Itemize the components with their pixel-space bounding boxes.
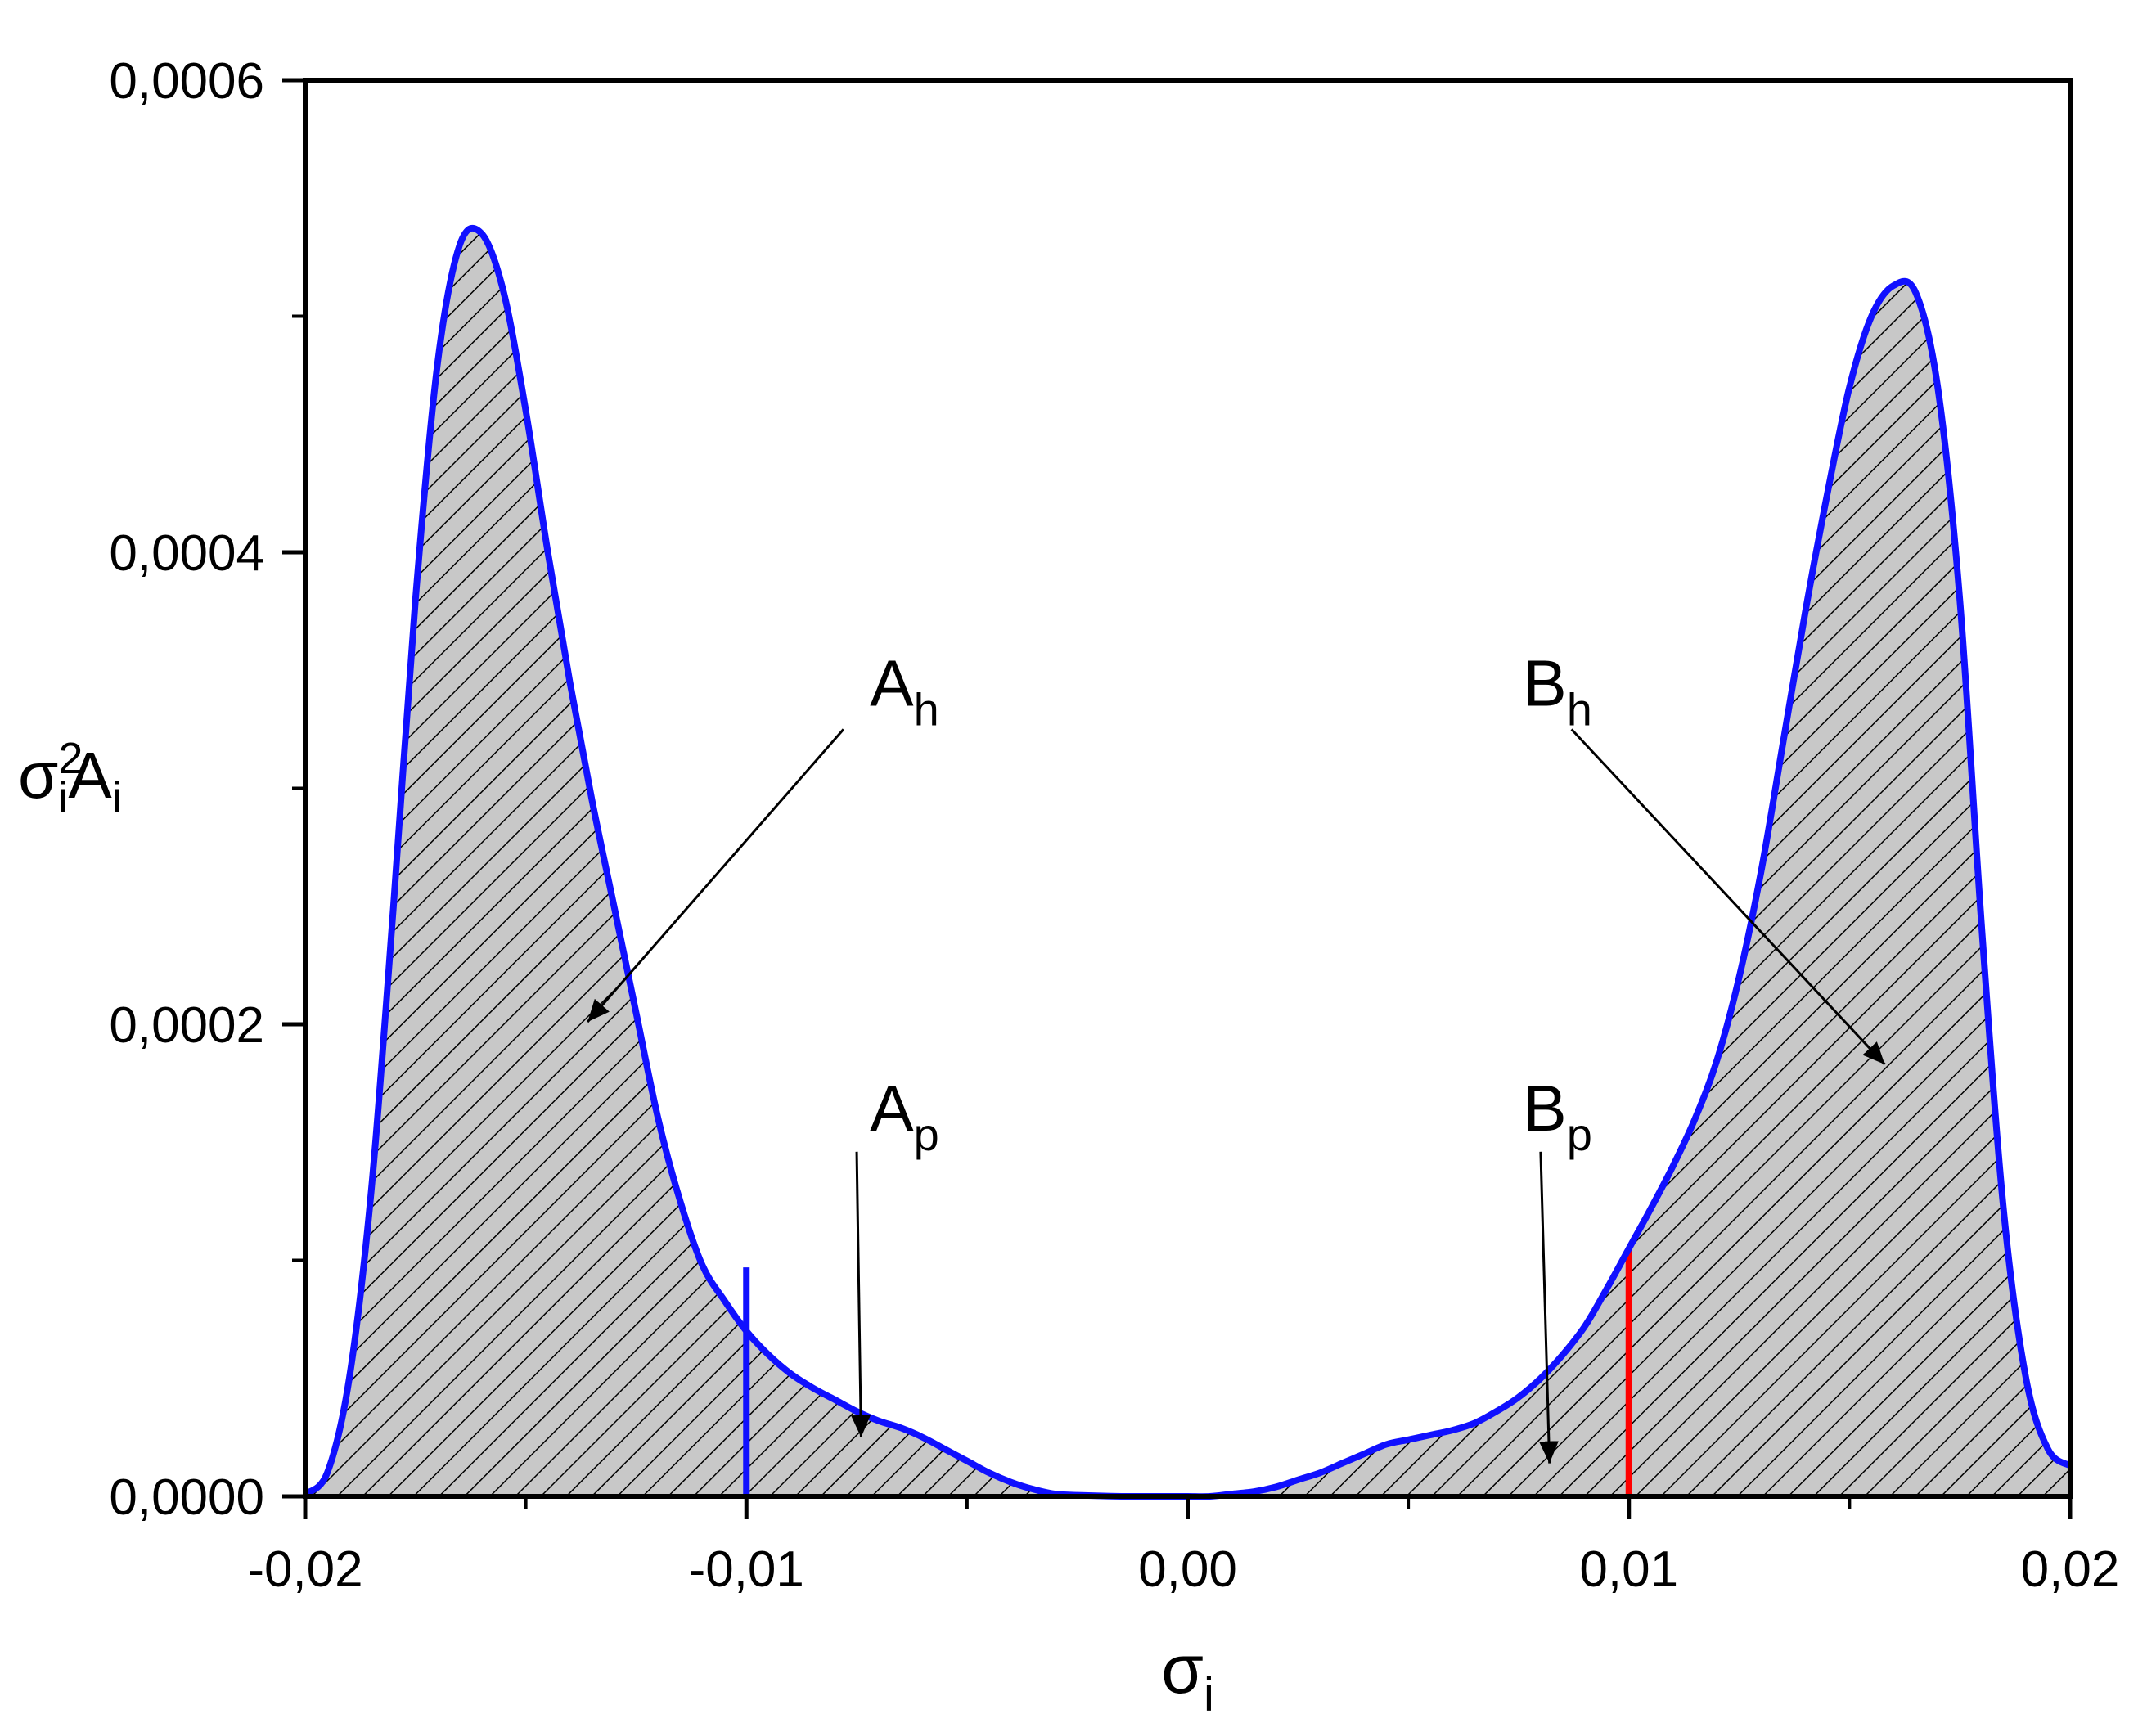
x-tick-label: 0,00 bbox=[1138, 1541, 1237, 1598]
annotation-subscript: p bbox=[914, 1109, 939, 1160]
x-tick-label: -0,01 bbox=[689, 1541, 804, 1598]
annotation-subscript: h bbox=[1567, 684, 1592, 736]
x-axis-label-main: σ bbox=[1161, 1631, 1204, 1707]
area-fill-layer bbox=[305, 227, 2070, 1497]
y-axis-label-sub2: i bbox=[112, 773, 122, 822]
annotation-label-bp: Bp bbox=[1523, 1072, 1592, 1160]
y-axis-label-sup: 2 bbox=[58, 734, 83, 783]
annotation-label-bh: Bh bbox=[1523, 647, 1592, 736]
annotation-arrow-bh bbox=[1570, 728, 1886, 1066]
annotation-letter: A bbox=[870, 1072, 914, 1145]
annotation-label-ah: Ah bbox=[870, 647, 939, 736]
y-tick-label: 0,0006 bbox=[109, 53, 264, 110]
y-tick-label: 0,0004 bbox=[109, 525, 264, 582]
annotation-letter: B bbox=[1523, 647, 1566, 720]
x-axis-label-sub: i bbox=[1204, 1668, 1214, 1721]
y-axis-label-A: A bbox=[68, 739, 112, 812]
annotation-arrow-ah bbox=[586, 728, 845, 1023]
series-area-fill bbox=[305, 227, 2070, 1497]
x-tick-label: 0,02 bbox=[2021, 1541, 2120, 1598]
annotation-label-ap: Ap bbox=[870, 1072, 939, 1160]
annotation-letter: B bbox=[1523, 1072, 1566, 1145]
annotation-subscript: p bbox=[1567, 1109, 1592, 1160]
y-axis-label-sigma: σ bbox=[18, 739, 58, 812]
vertical-markers bbox=[743, 1248, 1632, 1496]
y-axis-label: σ2 iAi bbox=[18, 734, 122, 822]
x-axis-label: σi bbox=[1161, 1631, 1214, 1721]
axis-ticks: -0,02 -0,01 0,00 0,01 0,02 0,0000 0,0002 0,0004… bbox=[109, 53, 2119, 1598]
y-tick-label: 0,0000 bbox=[109, 1469, 264, 1526]
annotation-arrow-bp bbox=[1538, 1151, 1559, 1464]
annotation-arrow-ap bbox=[851, 1151, 871, 1437]
x-tick-label: 0,01 bbox=[1579, 1541, 1678, 1598]
y-tick-label: 0,0002 bbox=[109, 997, 264, 1054]
y-axis-label-sub1: i bbox=[58, 773, 68, 822]
annotation-subscript: h bbox=[914, 684, 939, 736]
annotation-letter: A bbox=[870, 647, 914, 720]
x-tick-label: -0,02 bbox=[247, 1541, 362, 1598]
